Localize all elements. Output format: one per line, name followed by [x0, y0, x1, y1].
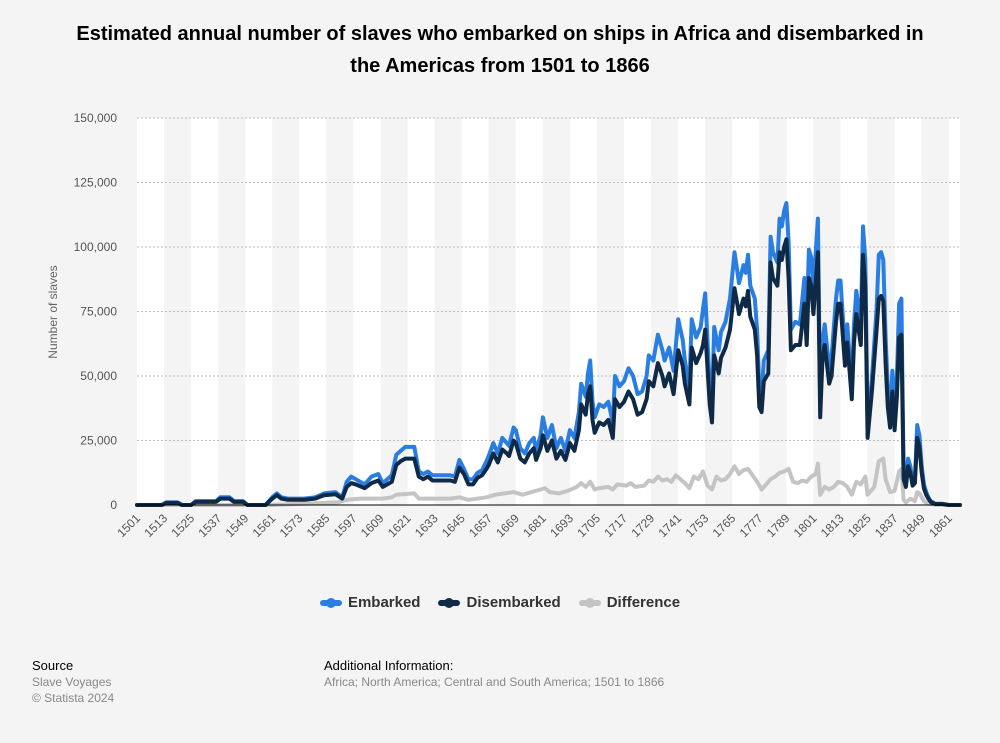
x-tick-label: 1633	[412, 511, 441, 540]
x-tick-label: 1717	[601, 511, 630, 540]
x-tick-label: 1669	[493, 511, 522, 540]
info-text: Africa; North America; Central and South…	[324, 675, 665, 689]
x-tick-label: 1681	[520, 511, 549, 540]
x-tick-label: 1837	[872, 511, 901, 540]
x-tick-label: 1801	[791, 511, 820, 540]
x-tick-label: 1573	[277, 511, 306, 540]
x-tick-label: 1705	[574, 511, 603, 540]
x-tick-label: 1741	[655, 511, 684, 540]
y-axis-ticks: 0 25,000 50,000 75,000 100,000 125,000 150,000	[74, 111, 118, 512]
x-tick-label: 1777	[737, 511, 766, 540]
y-axis-label: Number of slaves	[46, 265, 60, 358]
copyright: © Statista 2024	[32, 691, 115, 705]
source-heading: Source	[32, 658, 74, 673]
x-tick-label: 1825	[845, 511, 874, 540]
series-lines	[135, 201, 962, 507]
legend-label-difference: Difference	[606, 594, 681, 611]
y-tick-label: 0	[110, 498, 117, 512]
x-tick-label: 1753	[683, 511, 712, 540]
x-tick-label: 1621	[385, 511, 414, 540]
series-line-embarked[interactable]	[135, 201, 962, 507]
x-tick-label: 1861	[926, 511, 955, 540]
x-axis-ticks: 1501151315251537154915611573158515971609…	[114, 511, 955, 540]
legend-label-disembarked: Disembarked	[466, 594, 561, 611]
legend-swatch-difference	[578, 597, 601, 608]
y-tick-label: 100,000	[74, 240, 118, 254]
series-line-disembarked[interactable]	[135, 237, 962, 507]
x-tick-label: 1693	[547, 511, 576, 540]
x-tick-label: 1561	[250, 511, 279, 540]
source-block: Source Slave Voyages © Statista 2024	[32, 658, 114, 706]
source-link[interactable]: Slave Voyages	[32, 675, 112, 689]
legend-swatch-disembarked	[438, 597, 461, 608]
legend-label-embarked: Embarked	[347, 594, 421, 611]
x-tick-label: 1513	[141, 511, 170, 540]
x-tick-label: 1765	[710, 511, 739, 540]
legend-swatch-embarked	[319, 597, 342, 608]
y-tick-label: 25,000	[80, 434, 117, 448]
x-tick-label: 1609	[358, 511, 387, 540]
legend-item-embarked[interactable]: Embarked	[319, 594, 421, 611]
x-tick-label: 1729	[628, 511, 657, 540]
chart-title: Estimated annual number of slaves who em…	[76, 23, 924, 77]
x-tick-label: 1501	[114, 511, 143, 540]
x-tick-label: 1657	[466, 511, 495, 540]
legend-item-disembarked[interactable]: Disembarked	[438, 594, 561, 611]
x-tick-label: 1549	[223, 511, 252, 540]
legend-item-difference[interactable]: Difference	[578, 594, 681, 611]
y-tick-label: 50,000	[80, 369, 117, 383]
y-tick-label: 150,000	[74, 111, 118, 125]
x-tick-label: 1849	[899, 511, 928, 540]
x-tick-label: 1813	[818, 511, 847, 540]
legend: Embarked Disembarked Difference	[0, 594, 1000, 611]
series-line-difference[interactable]	[135, 456, 962, 507]
x-tick-label: 1585	[304, 511, 333, 540]
y-tick-label: 75,000	[80, 305, 117, 319]
y-tick-label: 125,000	[74, 176, 118, 190]
x-tick-label: 1645	[439, 511, 468, 540]
additional-info-block: Additional Information: Africa; North Am…	[324, 658, 664, 690]
x-tick-label: 1597	[331, 511, 360, 540]
x-tick-label: 1789	[764, 511, 793, 540]
x-tick-label: 1525	[168, 511, 197, 540]
x-tick-label: 1537	[196, 511, 225, 540]
info-heading: Additional Information:	[324, 658, 454, 673]
